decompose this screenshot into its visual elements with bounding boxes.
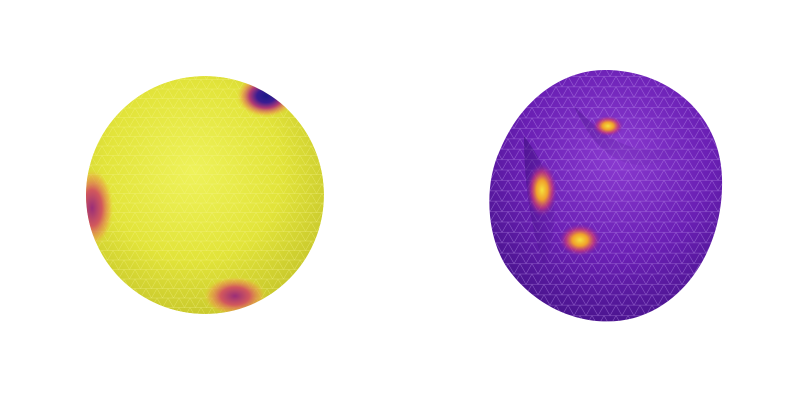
hotspot-bottom [203, 276, 267, 314]
hotspot-top [236, 76, 296, 118]
yellow-sphere-svg [86, 76, 324, 314]
purple-mesh-svg [489, 70, 723, 322]
surface-ridge-shading [574, 106, 684, 166]
hotspot-left [526, 162, 558, 218]
mesh-wireframe [86, 76, 324, 314]
mesh-wireframe [489, 70, 723, 322]
hotspot-lower [558, 223, 602, 257]
hotspot-left [86, 168, 114, 248]
yellow-sphere-mesh [80, 70, 330, 320]
hotspot-upper [592, 115, 624, 137]
purple-deformed-mesh [484, 66, 726, 324]
